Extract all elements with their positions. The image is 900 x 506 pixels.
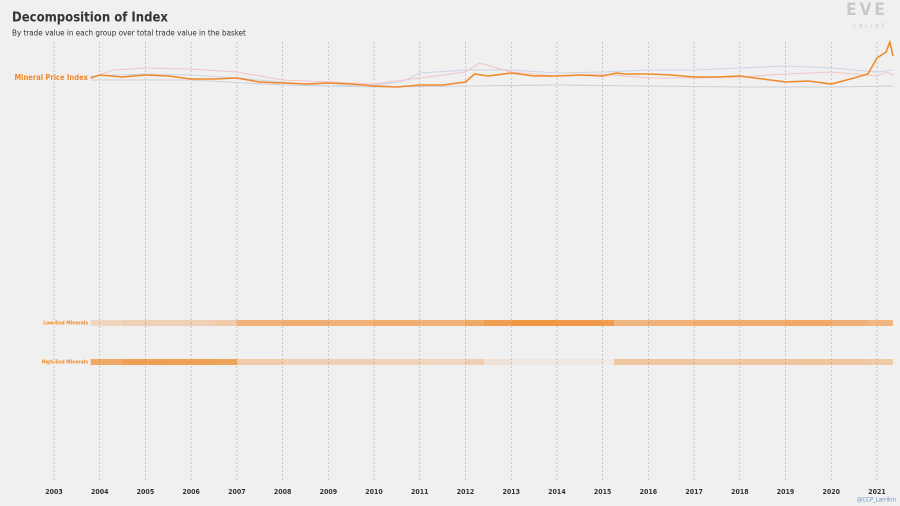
- heat-cell: [602, 359, 615, 365]
- row-label: Low-End Minerals: [43, 321, 88, 327]
- heat-cell: [168, 320, 215, 326]
- heat-cell: [236, 359, 283, 365]
- logo-main: EVE: [846, 0, 888, 20]
- heat-cell: [282, 359, 329, 365]
- title: Decomposition of Index: [12, 11, 168, 26]
- series-line: [90, 79, 894, 88]
- heat-cell: [328, 320, 375, 326]
- x-tick-label: 2005: [137, 488, 155, 496]
- subtitle: By trade value in each group over total …: [12, 29, 246, 38]
- heat-cell: [419, 320, 466, 326]
- heat-cell: [739, 359, 786, 365]
- x-tick-label: 2014: [548, 488, 566, 496]
- heat-cell: [122, 359, 169, 365]
- heat-cell: [785, 320, 832, 326]
- x-tick-label: 2015: [594, 488, 612, 496]
- heat-cell: [374, 320, 420, 326]
- heat-cell: [122, 320, 169, 326]
- heat-cell: [236, 320, 283, 326]
- heat-cell: [483, 359, 512, 365]
- heat-cell: [614, 359, 649, 365]
- series-label: Mineral Price Index: [14, 73, 88, 82]
- x-tick-label: 2016: [640, 488, 658, 496]
- heat-cell: [328, 359, 375, 365]
- heat-cell: [511, 320, 557, 326]
- x-tick-label: 2021: [868, 488, 886, 496]
- heat-cell: [602, 320, 615, 326]
- x-tick-label: 2013: [502, 488, 520, 496]
- heat-cell: [648, 359, 695, 365]
- x-tick-label: 2019: [777, 488, 795, 496]
- heat-cell: [694, 320, 740, 326]
- heat-cell: [465, 359, 484, 365]
- heat-cell: [483, 320, 512, 326]
- heat-cell: [511, 359, 557, 365]
- x-tick-label: 2006: [182, 488, 200, 496]
- x-tick-label: 2007: [228, 488, 246, 496]
- row-label: High-End Minerals: [42, 360, 89, 366]
- heat-cell: [614, 320, 649, 326]
- series-line: [90, 39, 894, 88]
- heat-cell: [465, 320, 484, 326]
- heat-cell: [168, 359, 215, 365]
- heat-cell: [867, 320, 893, 326]
- x-tick-label: 2004: [91, 488, 109, 496]
- x-tick-label: 2011: [411, 488, 429, 496]
- heat-cell: [831, 359, 868, 365]
- heat-cell: [556, 359, 603, 365]
- heat-cell: [694, 359, 740, 365]
- heat-cell: [90, 359, 123, 365]
- x-tick-label: 2010: [365, 488, 383, 496]
- x-tick-label: 2020: [823, 488, 841, 496]
- x-tick-label: 2003: [45, 488, 63, 496]
- logo-sub: ONLINE: [853, 24, 888, 30]
- heat-cell: [419, 359, 466, 365]
- heat-cell: [90, 320, 123, 326]
- heat-cell: [867, 359, 893, 365]
- credit: @CCP_Larrikin: [857, 497, 896, 504]
- x-tick-label: 2009: [320, 488, 338, 496]
- x-tick-label: 2017: [685, 488, 703, 496]
- x-tick-label: 2018: [731, 488, 749, 496]
- heat-cell: [556, 320, 603, 326]
- heat-cell: [282, 320, 329, 326]
- heat-cell: [739, 320, 786, 326]
- x-tick-label: 2012: [457, 488, 475, 496]
- heat-cell: [214, 320, 237, 326]
- heat-cell: [214, 359, 237, 365]
- heat-cell: [648, 320, 695, 326]
- heat-cell: [374, 359, 420, 365]
- series-line: [90, 62, 894, 85]
- heat-cell: [831, 320, 868, 326]
- heat-cell: [785, 359, 832, 365]
- x-tick-label: 2008: [274, 488, 292, 496]
